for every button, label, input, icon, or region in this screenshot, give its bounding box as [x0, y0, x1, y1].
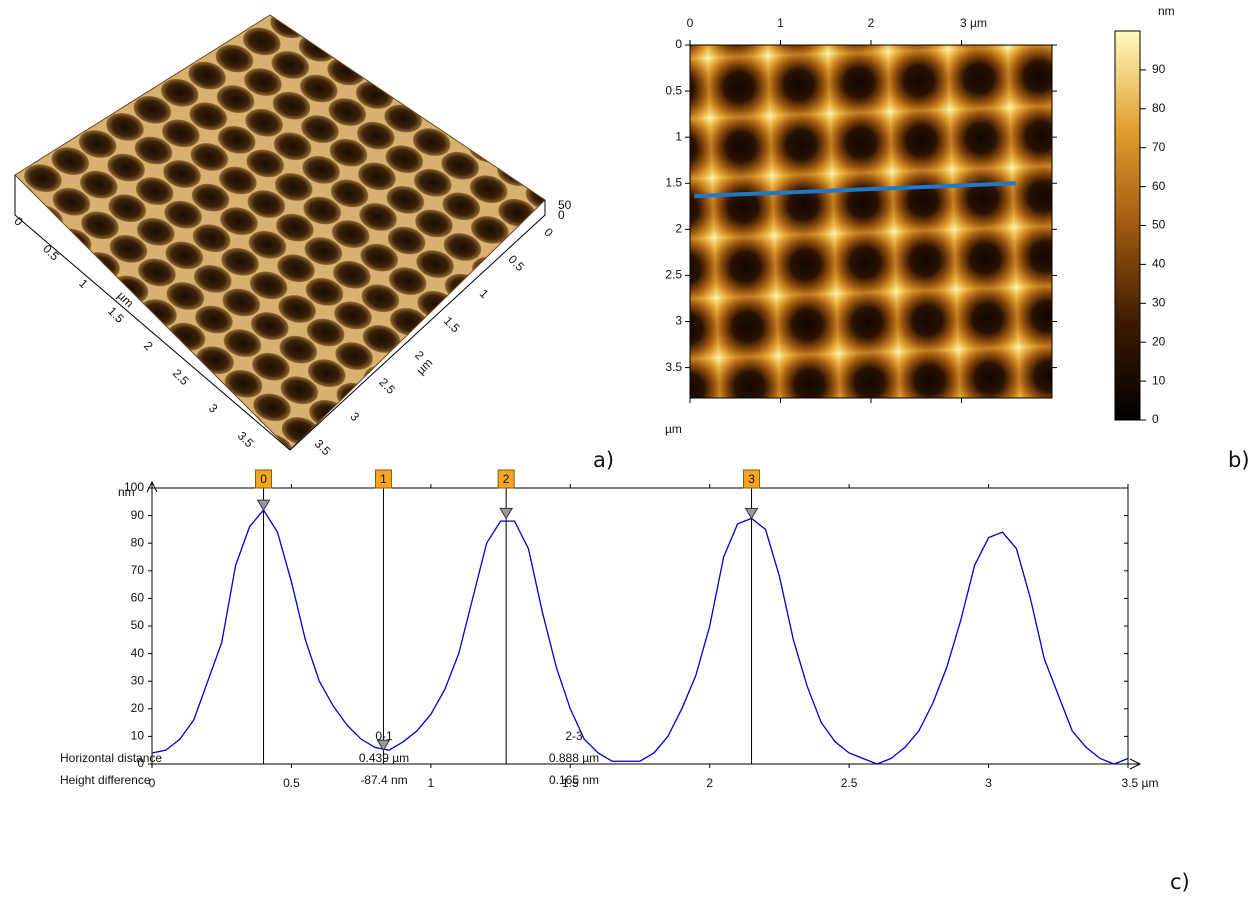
cursor-box [255, 469, 273, 489]
x-tick-label: 3 µm [960, 16, 987, 30]
colorbar-tick-label: 80 [1152, 101, 1166, 115]
axis-tick-label: 3 [206, 401, 221, 416]
cursor-marker [256, 499, 271, 512]
y-tick-label: 60 [131, 591, 145, 605]
y-tick-label: 0.5 [665, 83, 682, 97]
axis-tick-label: 3.5 [235, 429, 257, 451]
x-axis-arrow [152, 758, 1142, 770]
colorbar-tick-label: 0 [1152, 412, 1159, 426]
y-tick-label: 40 [131, 646, 145, 660]
axis-tick-label: 0.5 [505, 252, 527, 274]
cursor-marker [499, 507, 514, 520]
y-tick-label: 30 [131, 673, 145, 687]
y-tick-label: 1 [675, 129, 682, 143]
axis-tick-label: 2.5 [376, 375, 398, 397]
cursor-box [374, 469, 392, 489]
table-header: 0-1 [375, 729, 393, 743]
x-tick-label: 1 [777, 16, 784, 30]
axis-tick-label: 0 [541, 225, 556, 240]
y-tick-label: 2.5 [665, 268, 682, 282]
y-tick-label: 2 [675, 222, 682, 236]
axis-tick-label: 1.5 [441, 314, 463, 336]
profile-curve [151, 508, 1129, 765]
row-label: Horizontal distance [60, 751, 162, 765]
axis-label: nm [118, 485, 135, 499]
y-tick-label: 70 [131, 563, 145, 577]
table-cell: 0.165 nm [549, 773, 599, 787]
plot-frame [151, 487, 1129, 765]
table-cell: 0.888 µm [549, 751, 599, 765]
heatmap [690, 45, 1052, 398]
colorbar-tick-label: 30 [1152, 295, 1166, 309]
z-tick-label: 0 [558, 208, 565, 222]
x-tick-label: 3 [985, 776, 992, 790]
y-tick-label: 100 [124, 480, 144, 494]
colorbar-tick-label: 20 [1152, 334, 1166, 348]
x-tick-label: 0 [149, 776, 156, 790]
surface-3d [14, 14, 546, 451]
axis-tick-label: 3 [348, 409, 363, 424]
axis-tick-label: 3.5 [312, 437, 334, 459]
colorbar-tick-label: 70 [1152, 140, 1166, 154]
colorbar-tick-label: 40 [1152, 257, 1166, 271]
y-tick-label: 50 [131, 618, 145, 632]
panel-label: a) [593, 448, 614, 472]
cursor-label: 0 [260, 472, 267, 486]
x-tick-label: 2 [706, 776, 713, 790]
y-tick-label: 10 [131, 729, 145, 743]
x-tick-label: 1 [428, 776, 435, 790]
y-tick-label: 0 [675, 37, 682, 51]
axis-tick-label: 1 [477, 287, 492, 302]
y-tick-label: 1.5 [665, 175, 682, 189]
cursor-box [743, 469, 761, 489]
x-tick-label: 2.5 [841, 776, 858, 790]
axis-tick-label: 1 [76, 276, 91, 291]
axis-tick-label: 2.5 [170, 366, 192, 388]
colorbar-tick-label: 10 [1152, 373, 1166, 387]
axis-tick-label: 2 [141, 339, 156, 354]
y-tick-label: 0 [137, 756, 144, 770]
box-edge [289, 200, 546, 451]
x-tick-label: 2 [868, 16, 875, 30]
cursor-label: 1 [380, 472, 387, 486]
y-tick-label: 20 [131, 701, 145, 715]
x-tick-label: 3.5 µm [1122, 776, 1159, 790]
colorbar-tick-label: 60 [1152, 179, 1166, 193]
axis-tick-label: 0.5 [40, 242, 62, 264]
x-tick-label: 0 [687, 16, 694, 30]
x-tick-label: 1.5 [562, 776, 579, 790]
cursor-marker [376, 739, 391, 752]
row-label: Height difference [60, 773, 151, 787]
panel-label: c) [1170, 870, 1190, 894]
y-tick-label: 90 [131, 508, 145, 522]
x-tick-label: 0.5 [283, 776, 300, 790]
profile-line [694, 181, 1016, 199]
colorbar-tick-label: 90 [1152, 62, 1166, 76]
colorbar-label: nm [1158, 4, 1175, 18]
cursor-label: 2 [503, 472, 510, 486]
axis-tick-label: 0 [11, 214, 26, 229]
y-tick-label: 3 [675, 314, 682, 328]
y-tick-label: 80 [131, 535, 145, 549]
table-cell: -87.4 nm [360, 773, 407, 787]
colorbar [1114, 30, 1141, 421]
axis-label: µm [665, 422, 682, 436]
table-header: 2-3 [565, 729, 583, 743]
cursor-marker [744, 507, 759, 520]
y-axis-arrow [146, 480, 158, 764]
panel-label: b) [1228, 448, 1250, 472]
y-tick-label: 3.5 [665, 360, 682, 374]
box-edge [14, 175, 291, 451]
cursor-box [497, 469, 515, 489]
z-tick-label: 50 [558, 198, 572, 212]
colorbar-tick-label: 50 [1152, 218, 1166, 232]
table-cell: 0.439 µm [359, 751, 409, 765]
cursor-label: 3 [748, 472, 755, 486]
